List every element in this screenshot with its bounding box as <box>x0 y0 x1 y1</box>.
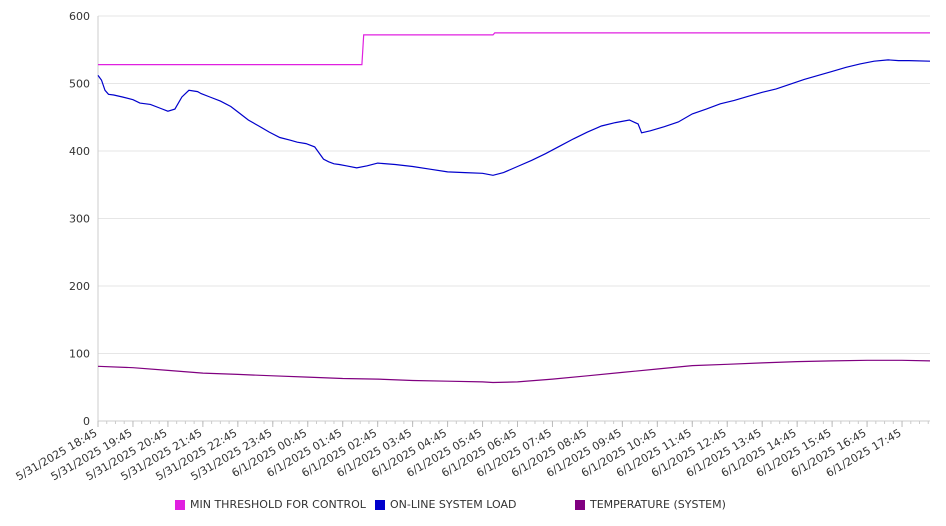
legend-label-temperature: TEMPERATURE (SYSTEM) <box>590 498 726 511</box>
y-tick-label: 500 <box>69 78 90 91</box>
legend-item-min-threshold[interactable]: MIN THRESHOLD FOR CONTROL <box>175 498 366 511</box>
y-tick-label: 0 <box>83 415 90 428</box>
series-line-min-threshold <box>98 32 930 66</box>
y-tick-label: 400 <box>69 145 90 158</box>
y-tick-label: 100 <box>69 348 90 361</box>
y-tick-label: 200 <box>69 280 90 293</box>
legend: MIN THRESHOLD FOR CONTROL ON-LINE SYSTEM… <box>175 498 935 516</box>
legend-swatch-temperature <box>575 499 585 510</box>
axes <box>97 16 930 427</box>
legend-item-temperature[interactable]: TEMPERATURE (SYSTEM) <box>575 498 726 511</box>
grid-lines <box>98 15 930 422</box>
y-axis-ticks: 0 100 200 300 400 500 600 <box>69 10 90 428</box>
series-lines <box>97 32 931 384</box>
y-tick-label: 300 <box>69 213 90 226</box>
series-line-system-load <box>97 59 931 176</box>
legend-item-system-load[interactable]: ON-LINE SYSTEM LOAD <box>375 498 516 511</box>
series-line-temperature <box>97 359 931 384</box>
legend-swatch-system-load <box>375 499 385 510</box>
y-tick-label: 600 <box>69 10 90 23</box>
x-axis-ticks: 5/31/2025 18:455/31/2025 19:455/31/2025 … <box>14 426 904 483</box>
legend-swatch-min-threshold <box>175 499 185 510</box>
legend-label-min-threshold: MIN THRESHOLD FOR CONTROL <box>190 498 366 511</box>
legend-label-system-load: ON-LINE SYSTEM LOAD <box>390 498 517 511</box>
